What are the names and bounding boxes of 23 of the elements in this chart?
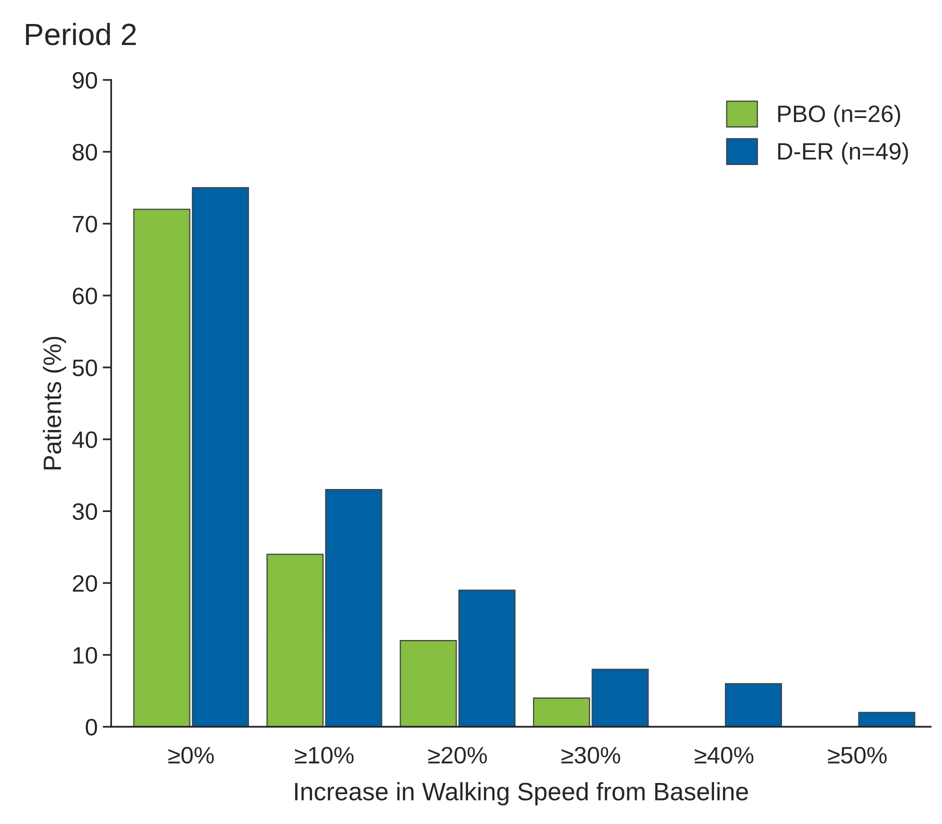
x-tick-label: ≥10% (295, 746, 354, 764)
y-tick-label: 60 (72, 288, 98, 304)
x-tick-label: ≥50% (828, 746, 887, 764)
y-axis-title: Patients (%) (42, 336, 66, 470)
legend-label: D-ER (n=49) (778, 142, 908, 164)
x-tick-label: ≥40% (694, 746, 754, 764)
bar (724, 683, 782, 727)
bar (858, 712, 916, 727)
y-tick-label: 0 (86, 718, 98, 736)
y-tick-label: 50 (72, 359, 98, 376)
y-tick-label: 40 (72, 431, 98, 448)
x-axis-title: Increase in Walking Speed from Baseline (295, 782, 748, 806)
legend-label: PBO (n=26) (778, 104, 900, 127)
y-tick-label: 30 (72, 503, 98, 520)
y-tick-label: 80 (72, 144, 98, 161)
chart-title: Period 2 (26, 22, 136, 46)
y-tick-label: 90 (72, 72, 98, 89)
y-tick-label: 70 (72, 216, 98, 232)
y-tick-label: 20 (72, 575, 98, 592)
y-tick-label: 10 (74, 646, 98, 664)
x-tick-label: ≥30% (562, 746, 620, 764)
x-tick-label: ≥20% (428, 746, 487, 764)
x-tick-label: ≥0% (168, 746, 214, 764)
